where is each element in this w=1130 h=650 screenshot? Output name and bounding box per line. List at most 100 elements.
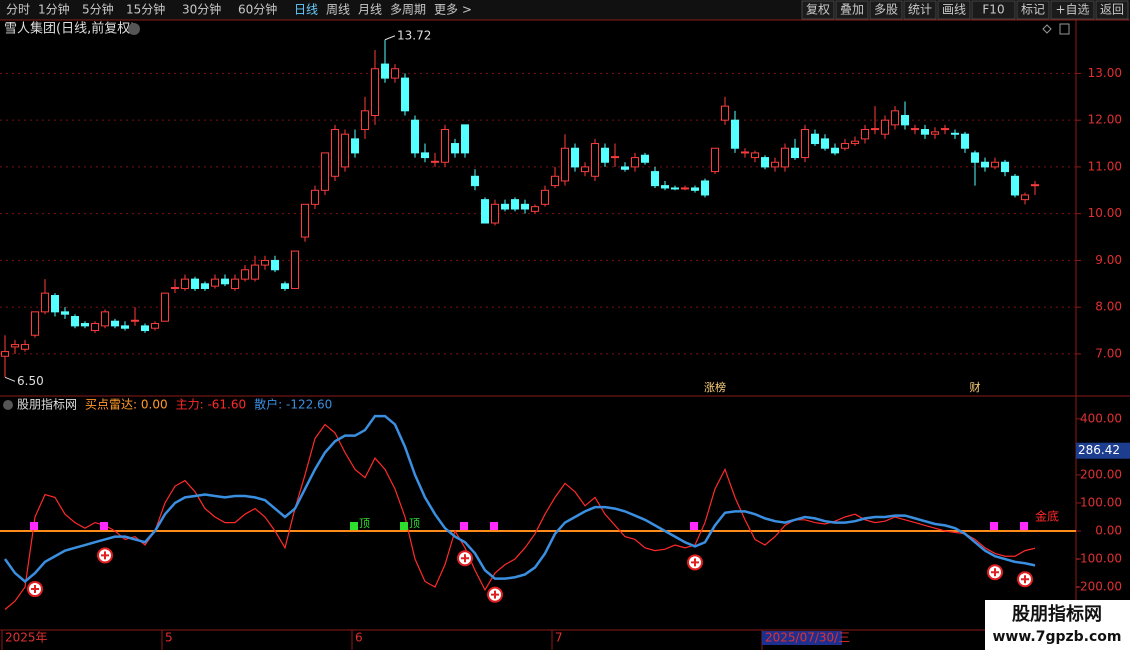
toolbar-button-label[interactable]: 多股 bbox=[874, 3, 898, 17]
toolbar-button[interactable] bbox=[835, 0, 869, 20]
buy-tag bbox=[690, 522, 698, 530]
indicator-legend: 散户: -122.60 bbox=[254, 397, 332, 412]
indicator-legend: 主力: -61.60 bbox=[176, 398, 247, 412]
toolbar-tab[interactable]: 5分钟 bbox=[82, 2, 114, 17]
candle-body bbox=[201, 283, 209, 289]
candle-body bbox=[351, 138, 359, 154]
buy-signal-cross bbox=[691, 558, 699, 567]
candle-body bbox=[581, 166, 589, 173]
candle-body bbox=[561, 147, 569, 182]
candle-body bbox=[801, 129, 809, 159]
toolbar-tab[interactable]: 30分钟 bbox=[182, 2, 221, 17]
toolbar-tab[interactable]: 1分钟 bbox=[38, 2, 70, 17]
toolbar-button[interactable] bbox=[869, 0, 903, 20]
candle-body bbox=[811, 133, 819, 145]
candle-body bbox=[21, 344, 29, 350]
candle-body bbox=[651, 171, 659, 187]
y-tick-label: 11.00 bbox=[1088, 159, 1122, 173]
toolbar-button-label[interactable]: 画线 bbox=[942, 3, 966, 17]
buy-signal-cross bbox=[461, 554, 469, 563]
buy-signal-cross bbox=[101, 551, 109, 560]
extreme-pointer bbox=[4, 376, 16, 382]
y-tick-label: 0.00 bbox=[1095, 524, 1122, 538]
toolbar-button[interactable] bbox=[971, 0, 1016, 20]
toolbar-button[interactable] bbox=[1095, 0, 1129, 20]
toolbar-tab[interactable]: 日线 bbox=[294, 3, 318, 17]
candle-body bbox=[971, 152, 979, 163]
buy-signal-cross bbox=[31, 585, 39, 594]
toolbar-tab[interactable]: 60分钟 bbox=[238, 2, 277, 17]
cursor-value-box bbox=[1076, 442, 1130, 459]
watermark-box bbox=[985, 600, 1130, 650]
event-marker[interactable]: 涨榜 bbox=[704, 380, 726, 394]
dropdown-icon[interactable] bbox=[128, 23, 140, 35]
candle-body bbox=[41, 292, 49, 313]
toolbar-button-label[interactable]: F10 bbox=[982, 3, 1004, 17]
toolbar-button[interactable] bbox=[903, 0, 937, 20]
x-tick-label: 2025年 bbox=[5, 631, 48, 645]
candle-body bbox=[331, 129, 339, 177]
y-tick-label: 7.00 bbox=[1095, 346, 1122, 360]
candle-body bbox=[311, 189, 319, 205]
candle-body bbox=[421, 152, 429, 159]
candle-body bbox=[841, 143, 849, 149]
toolbar-tab[interactable]: 周线 bbox=[326, 3, 350, 17]
event-marker[interactable]: 财 bbox=[970, 380, 981, 394]
candle-body bbox=[601, 147, 609, 163]
candle-body bbox=[851, 140, 859, 145]
toolbar-tab[interactable]: 15分钟 bbox=[126, 2, 165, 17]
toolbar-button-label[interactable]: +自选 bbox=[1055, 3, 1089, 17]
buy-tag bbox=[990, 522, 998, 530]
candle-body bbox=[281, 283, 289, 289]
candle-body bbox=[241, 269, 249, 280]
toolbar-button[interactable] bbox=[1050, 0, 1095, 20]
toolbar-tab[interactable]: 月线 bbox=[358, 3, 382, 17]
dropdown-icon[interactable] bbox=[3, 400, 13, 410]
x-tick-label: 7 bbox=[555, 631, 563, 645]
toolbar-button-label[interactable]: 叠加 bbox=[840, 3, 864, 17]
candle-body bbox=[951, 132, 959, 135]
candle-body bbox=[571, 147, 579, 168]
buy-tag bbox=[460, 522, 468, 530]
toolbar-button[interactable] bbox=[1016, 0, 1050, 20]
bottom-signal-label: 金底 bbox=[1035, 509, 1059, 524]
toolbar-tab[interactable]: 更多 > bbox=[434, 3, 472, 17]
toolbar-tab[interactable]: 多周期 bbox=[390, 3, 426, 17]
candle-body bbox=[31, 311, 39, 336]
toolbar-button[interactable] bbox=[937, 0, 971, 20]
panel-icon[interactable] bbox=[1059, 23, 1070, 35]
candle-body bbox=[451, 143, 459, 154]
diamond-icon[interactable] bbox=[1042, 24, 1052, 34]
candle-body bbox=[471, 175, 479, 187]
candle-body bbox=[871, 128, 879, 131]
toolbar-button-label[interactable]: 统计 bbox=[908, 3, 932, 17]
stock-title: 雪人集团(日线,前复权) bbox=[4, 21, 135, 37]
toolbar-button-label[interactable]: 复权 bbox=[806, 3, 830, 17]
top-tag bbox=[400, 522, 408, 530]
candle-body bbox=[441, 129, 449, 163]
toolbar-button[interactable] bbox=[801, 0, 835, 20]
candle-body bbox=[151, 323, 159, 329]
toolbar-tab[interactable]: 分时 bbox=[6, 3, 30, 17]
candle-body bbox=[361, 110, 369, 131]
candle-body bbox=[881, 119, 889, 135]
candle-body bbox=[211, 278, 219, 287]
candle-body bbox=[521, 203, 529, 210]
candle-body bbox=[261, 259, 269, 266]
buy-tag bbox=[100, 522, 108, 530]
candle-body bbox=[11, 344, 19, 348]
candle-body bbox=[731, 119, 739, 149]
candle-body bbox=[61, 311, 69, 315]
toolbar-button-label[interactable]: 返回 bbox=[1100, 3, 1124, 17]
toolbar-button-label[interactable]: 标记 bbox=[1021, 3, 1045, 17]
indicator-legend: 股朋指标网 bbox=[17, 397, 77, 412]
candle-body bbox=[481, 199, 489, 224]
candle-body bbox=[491, 203, 499, 224]
candle-body bbox=[191, 278, 199, 289]
buy-tag bbox=[1020, 522, 1028, 530]
candle-body bbox=[381, 63, 389, 79]
candle-body bbox=[821, 138, 829, 149]
candle-body bbox=[641, 154, 649, 163]
